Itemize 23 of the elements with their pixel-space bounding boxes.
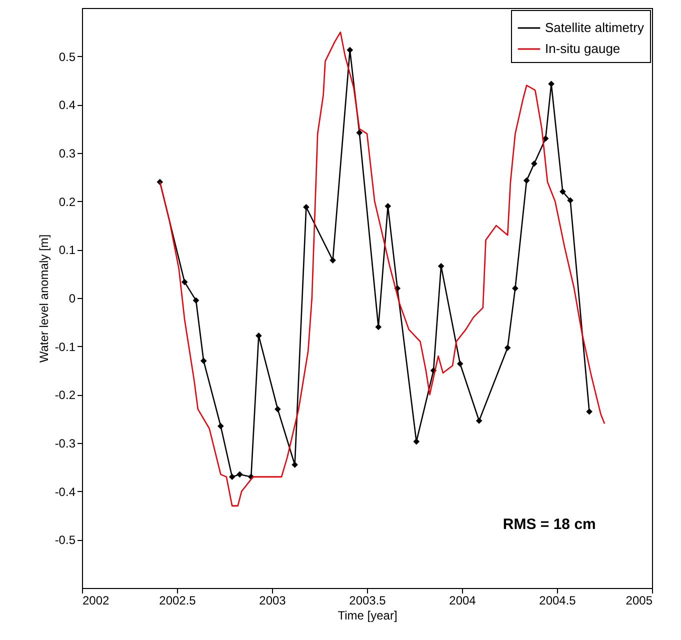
x-tick-label: 2003.5 (349, 594, 386, 608)
y-tick-label: 0.5 (58, 50, 76, 64)
x-axis-title: Time [year] (338, 608, 398, 622)
y-tick-label: 0.3 (58, 146, 76, 160)
x-tick-label: 2005 (626, 594, 653, 608)
legend-label: In-situ gauge (545, 41, 620, 56)
x-tick-label: 2003 (259, 594, 286, 608)
y-tick-label: 0.1 (58, 243, 76, 258)
x-tick-label: 2004.5 (539, 594, 576, 608)
y-tick-label: -0.5 (54, 533, 76, 548)
x-tick-label: 2004 (449, 594, 476, 608)
y-axis-title: Water level anomaly [m] (36, 234, 51, 363)
x-tick-label: 2002.5 (159, 594, 196, 608)
y-tick-label: -0.1 (54, 340, 76, 354)
y-tick-label: -0.2 (54, 388, 76, 402)
y-tick-label: -0.3 (54, 436, 76, 450)
y-tick-label: -0.4 (54, 484, 76, 499)
y-tick-label: 0 (68, 292, 76, 306)
annotation: RMS = 18 cm (502, 516, 596, 534)
y-tick-label: 0.4 (58, 98, 76, 112)
legend-label: Satellite altimetry (545, 20, 644, 35)
y-tick-label: 0.2 (58, 194, 76, 209)
x-tick-label: 2002 (82, 594, 110, 608)
